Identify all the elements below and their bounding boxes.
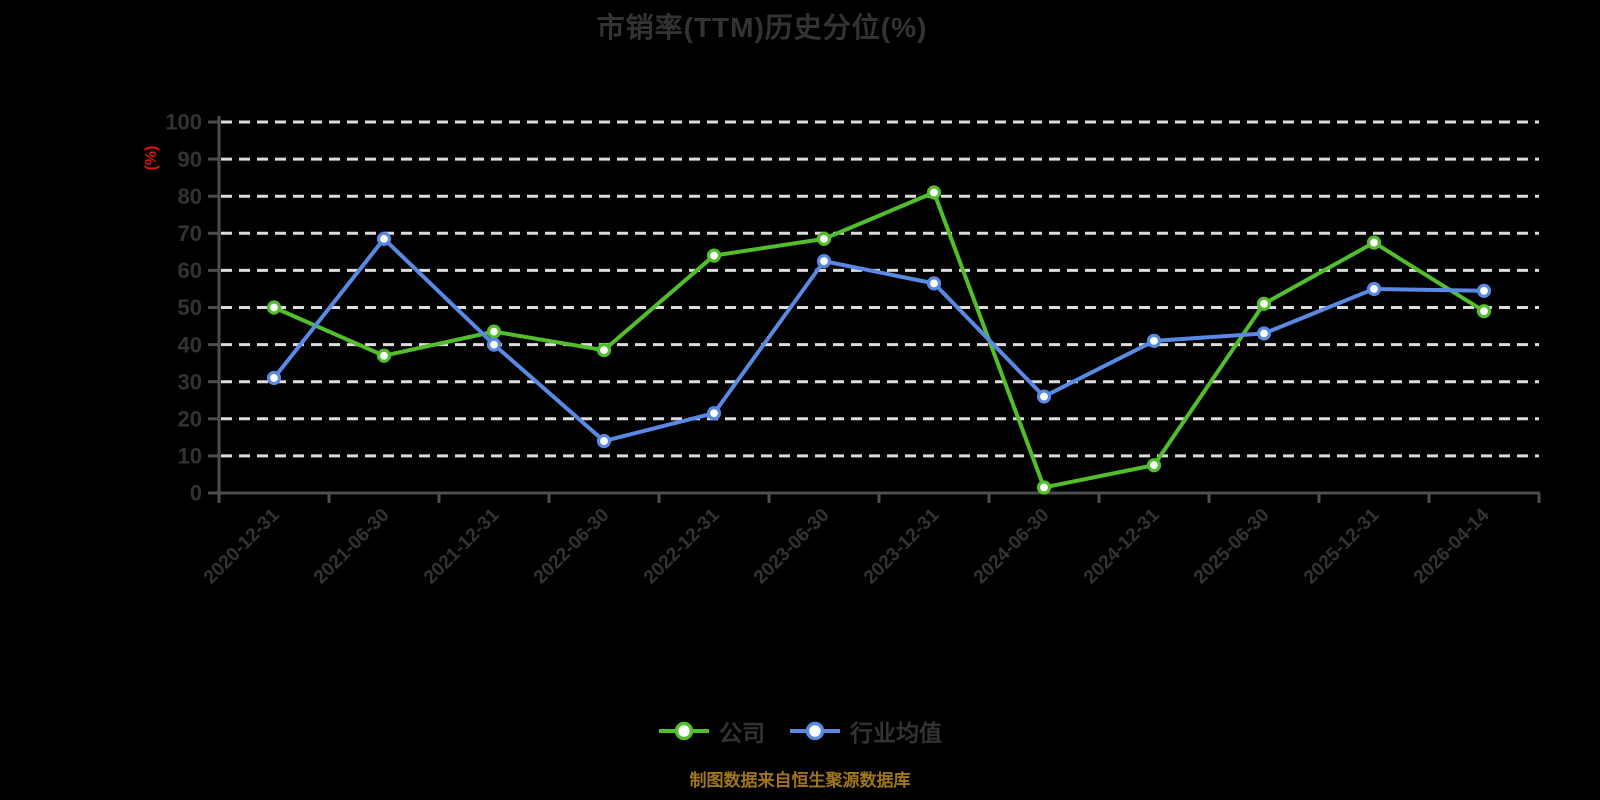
line-chart-plot-area: 0 10 20 30 40 50 60 70 80 90 100 2020-12-31 2021-06-… xyxy=(143,110,1541,589)
chart-title: 市销率(TTM)历史分位(%) xyxy=(596,12,928,43)
industry-average-data-point xyxy=(1256,326,1272,341)
company-data-point xyxy=(376,348,392,363)
x-axis-label: 2022-12-31 xyxy=(640,504,724,588)
industry-average-data-point xyxy=(926,276,942,291)
y-axis-label: 30 xyxy=(178,369,202,394)
industry-average-data-point xyxy=(266,370,282,386)
company-data-point xyxy=(706,248,722,263)
y-axis-label: 50 xyxy=(178,295,202,320)
x-axis-label: 2024-06-30 xyxy=(970,505,1054,589)
industry-average-data-point xyxy=(486,337,502,352)
legend-label-company: 公司 xyxy=(719,720,765,746)
x-axis-label: 2020-12-31 xyxy=(200,504,284,588)
x-axis-label: 2025-06-30 xyxy=(1190,505,1274,589)
company-data-point xyxy=(926,185,942,200)
y-axis-label: 90 xyxy=(178,147,202,172)
x-axis-label: 2021-12-31 xyxy=(420,504,504,588)
data-source-note: 制图数据来自恒生聚源数据库 xyxy=(689,771,911,790)
x-axis-label: 2025-12-31 xyxy=(1300,504,1384,588)
y-axis-unit-label: (%) xyxy=(143,146,160,171)
company-data-point xyxy=(816,231,832,246)
industry-average-data-point xyxy=(1476,283,1492,298)
x-axis-label: 2021-06-30 xyxy=(310,505,394,589)
x-axis-label: 2022-06-30 xyxy=(530,505,614,589)
company-series-line xyxy=(272,190,1486,490)
industry-average-data-point xyxy=(706,406,722,421)
company-data-point xyxy=(1476,304,1492,319)
industry-average-data-point xyxy=(1036,389,1052,404)
y-axis-label: 60 xyxy=(178,258,202,283)
company-data-point xyxy=(1036,480,1052,495)
x-axis-label: 2023-06-30 xyxy=(750,505,834,589)
y-axis-label: 70 xyxy=(178,221,202,246)
company-data-point xyxy=(266,300,282,315)
company-data-point xyxy=(1256,296,1272,311)
industry-average-data-point xyxy=(376,231,392,246)
company-data-point xyxy=(486,324,502,339)
x-axis-label: 2026-04-14 xyxy=(1410,504,1494,588)
company-data-point xyxy=(596,343,612,358)
y-axis-label: 100 xyxy=(165,110,202,135)
industry-average-data-point xyxy=(1366,281,1382,297)
y-axis-label: 0 xyxy=(190,481,202,506)
x-axis-label: 2024-12-31 xyxy=(1080,504,1164,588)
industry-average-data-point xyxy=(816,254,832,269)
company-data-point xyxy=(1366,235,1382,250)
x-axis-label: 2023-12-31 xyxy=(860,504,944,588)
industry-average-data-point xyxy=(1146,333,1162,348)
legend-item-industry-average[interactable]: 行业均值 xyxy=(789,714,942,748)
y-axis-label: 20 xyxy=(178,407,202,432)
industry-average-series-line xyxy=(272,236,1486,444)
y-axis-label: 10 xyxy=(178,444,202,469)
legend-label-industry-average: 行业均值 xyxy=(850,720,942,746)
chart-legend: 公司 行业均值 xyxy=(0,714,1600,748)
company-legend-marker-icon xyxy=(659,721,709,741)
industry-average-data-point xyxy=(596,433,612,449)
y-axis-label: 40 xyxy=(178,332,202,357)
legend-item-company[interactable]: 公司 xyxy=(658,714,765,748)
y-axis-label: 80 xyxy=(178,184,202,209)
industry-legend-marker-icon xyxy=(790,721,840,741)
company-data-point xyxy=(1146,458,1162,473)
